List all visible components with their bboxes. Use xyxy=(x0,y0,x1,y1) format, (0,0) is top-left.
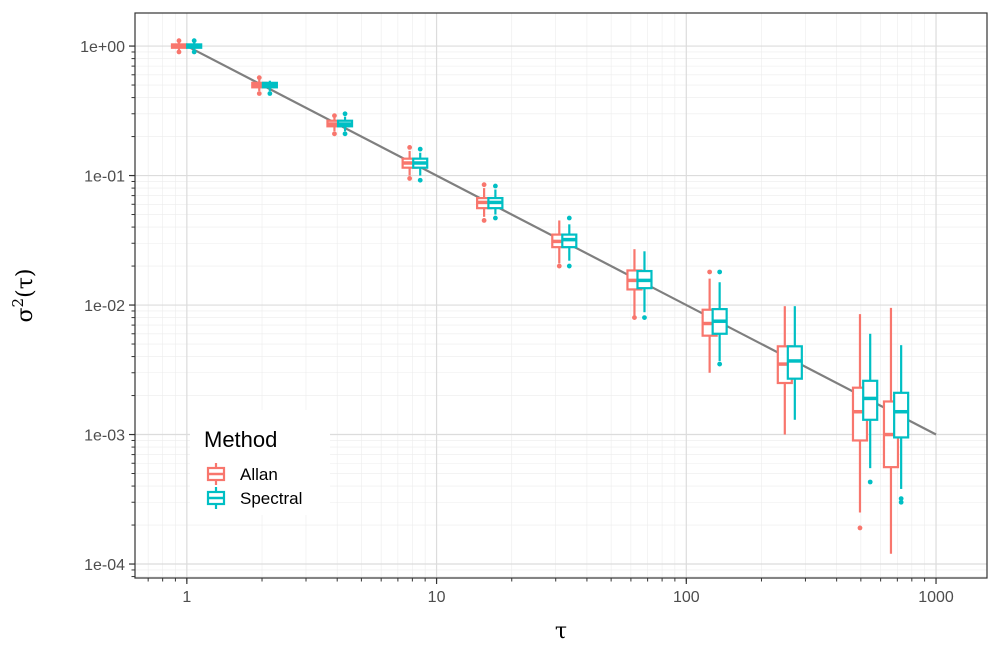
legend-label-allan: Allan xyxy=(240,465,278,484)
series-spectral xyxy=(186,38,910,505)
box-spectral xyxy=(786,306,803,420)
outlier-point xyxy=(642,315,647,320)
outlier-point xyxy=(566,263,572,269)
axes: 1 10 100 1000 1e+00 1e-01 1e-02 1e-03 1e-04 xyxy=(80,39,954,606)
x-tick-label: 1000 xyxy=(918,589,954,606)
box-body xyxy=(893,391,910,439)
boxplot-layer xyxy=(170,38,910,554)
x-tick-label: 10 xyxy=(428,589,446,606)
y-tick-label: 1e-04 xyxy=(84,557,125,574)
outlier-point xyxy=(492,183,498,189)
outlier-point xyxy=(417,177,423,183)
box-allan xyxy=(170,38,188,55)
outlier-point xyxy=(176,38,182,44)
box-spectral xyxy=(636,251,653,320)
y-tick-label: 1e-03 xyxy=(84,428,125,445)
outlier-point xyxy=(717,269,723,275)
x-axis-title: τ xyxy=(555,619,567,644)
outlier-point xyxy=(332,113,337,119)
y-axis-title: σ2(τ) xyxy=(9,269,38,323)
y-axis-title-argument: (τ) xyxy=(13,269,38,298)
box-spectral xyxy=(336,111,354,137)
outlier-point xyxy=(898,496,904,502)
box-spectral xyxy=(862,333,879,485)
outlier-point xyxy=(267,91,273,96)
outlier-point xyxy=(191,38,197,44)
outlier-point xyxy=(256,75,262,81)
legend: Method Allan Spectral xyxy=(190,410,330,515)
outlier-point xyxy=(256,91,262,96)
box-allan xyxy=(851,314,869,531)
outlier-point xyxy=(492,215,498,221)
outlier-point xyxy=(342,111,348,117)
box-spectral xyxy=(261,80,278,96)
x-tick-label: 1 xyxy=(182,589,191,606)
y-tick-label: 1e-01 xyxy=(84,169,125,186)
outlier-point xyxy=(176,49,182,55)
outlier-point xyxy=(342,131,348,137)
y-axis-title-superscript: 2 xyxy=(9,298,27,308)
box-spectral xyxy=(412,146,429,183)
outlier-point xyxy=(332,131,337,137)
legend-key-spectral xyxy=(206,487,226,509)
grid xyxy=(135,13,987,578)
box-spectral xyxy=(561,215,578,269)
legend-key-allan xyxy=(206,463,226,485)
outlier-point xyxy=(481,182,487,188)
outlier-point xyxy=(857,525,863,531)
box-spectral xyxy=(893,345,910,505)
outlier-point xyxy=(407,144,413,150)
box-allan xyxy=(401,144,418,181)
y-axis-title-base: σ xyxy=(13,307,38,322)
outlier-point xyxy=(481,218,487,223)
y-tick-label: 1e+00 xyxy=(80,39,125,56)
x-tick-label: 100 xyxy=(673,589,700,606)
legend-title: Method xyxy=(204,427,277,452)
panel-border xyxy=(134,12,988,579)
box-spectral xyxy=(186,38,203,55)
legend-label-spectral: Spectral xyxy=(240,489,302,508)
outlier-point xyxy=(707,269,713,275)
outlier-point xyxy=(417,146,423,152)
box-body xyxy=(862,379,879,421)
box-spectral xyxy=(487,183,504,221)
outlier-point xyxy=(191,49,197,55)
box-spectral xyxy=(711,269,728,367)
outlier-point xyxy=(867,479,873,485)
outlier-point xyxy=(566,215,572,221)
outlier-point xyxy=(556,263,562,269)
outlier-point xyxy=(898,499,904,505)
y-tick-label: 1e-02 xyxy=(84,298,125,315)
outlier-point xyxy=(407,176,413,181)
outlier-point xyxy=(717,361,723,367)
outlier-point xyxy=(632,315,637,320)
legend-items: Allan Spectral xyxy=(206,463,302,509)
